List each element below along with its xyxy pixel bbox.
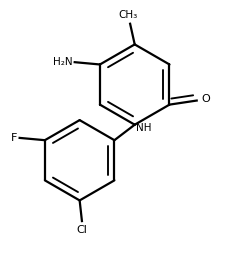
Text: Cl: Cl [77,225,87,234]
Text: O: O [202,94,211,104]
Text: CH₃: CH₃ [118,10,137,20]
Text: NH: NH [136,123,152,133]
Text: F: F [11,133,17,143]
Text: H₂N: H₂N [53,57,72,67]
